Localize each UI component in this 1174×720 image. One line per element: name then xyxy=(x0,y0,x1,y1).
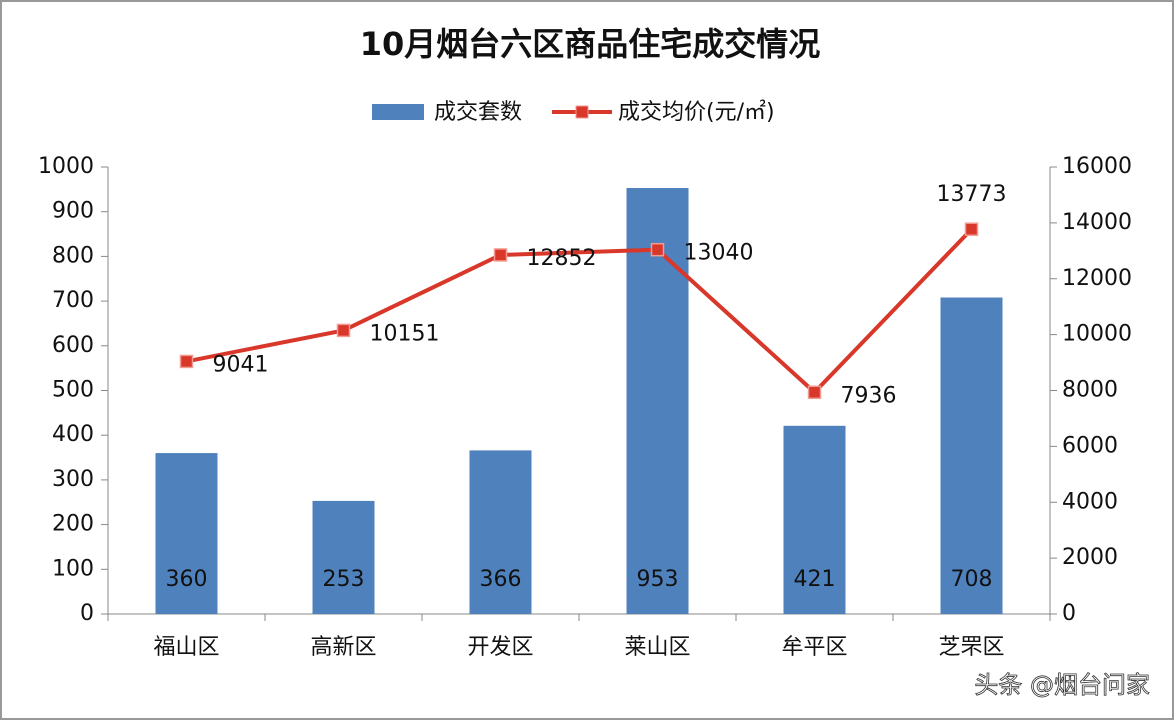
legend-swatch xyxy=(575,105,589,119)
y-tick-label: 200 xyxy=(52,512,94,537)
y-tick-label: 700 xyxy=(52,288,94,313)
y2-tick-label: 6000 xyxy=(1062,433,1118,458)
y2-tick-label: 10000 xyxy=(1062,322,1132,347)
y-tick-label: 400 xyxy=(52,422,94,447)
marker xyxy=(179,354,194,369)
bar xyxy=(469,450,532,614)
y-tick-label: 900 xyxy=(52,199,94,224)
x-tick-label: 高新区 xyxy=(310,635,376,660)
bar-value-label: 253 xyxy=(323,567,365,592)
legend-swatch xyxy=(372,104,424,120)
bar xyxy=(312,500,375,614)
marker xyxy=(493,248,508,262)
line xyxy=(186,227,973,396)
point-value-label: 13773 xyxy=(937,182,1007,207)
marker xyxy=(336,323,351,338)
x-tick-label: 芝罘区 xyxy=(938,635,1004,660)
y2-tick-label: 14000 xyxy=(1062,210,1132,235)
y2-tick-label: 2000 xyxy=(1062,545,1118,570)
y2-tick-label: 0 xyxy=(1062,601,1076,626)
y-tick-label: 500 xyxy=(52,378,94,403)
x-tick-label: 福山区 xyxy=(153,635,219,660)
bar xyxy=(155,453,218,614)
x-tick-label: 开发区 xyxy=(467,635,533,660)
point-value-label: 9041 xyxy=(213,352,269,377)
bar xyxy=(626,188,689,614)
watermark: 头条 @烟台问家 xyxy=(974,671,1150,699)
bar-value-label: 366 xyxy=(480,567,522,592)
legend-label: 成交均价(元/㎡) xyxy=(618,99,775,125)
marker xyxy=(807,385,822,400)
bar xyxy=(783,425,846,614)
y-tick-label: 100 xyxy=(52,556,94,581)
bar-value-label: 708 xyxy=(951,567,993,592)
bar xyxy=(940,297,1003,614)
point-value-label: 10151 xyxy=(370,321,440,346)
bar-value-label: 421 xyxy=(794,567,836,592)
y2-tick-label: 12000 xyxy=(1062,266,1132,291)
chart-title: 10月烟台六区商品住宅成交情况 xyxy=(360,25,821,63)
y-tick-label: 600 xyxy=(52,333,94,358)
bar-value-label: 953 xyxy=(637,567,679,592)
x-tick-label: 牟平区 xyxy=(781,635,847,660)
legend-label: 成交套数 xyxy=(434,100,522,125)
y-tick-label: 1000 xyxy=(38,154,94,179)
y2-tick-label: 8000 xyxy=(1062,378,1118,403)
y2-tick-label: 16000 xyxy=(1062,154,1132,179)
x-tick-label: 莱山区 xyxy=(624,635,690,660)
y-tick-label: 800 xyxy=(52,243,94,268)
bar-value-label: 360 xyxy=(166,567,208,592)
y-tick-label: 300 xyxy=(52,467,94,492)
point-value-label: 12852 xyxy=(527,246,597,271)
y2-tick-label: 4000 xyxy=(1062,489,1118,514)
point-value-label: 13040 xyxy=(684,241,754,266)
marker xyxy=(650,242,665,257)
marker xyxy=(964,222,979,236)
point-value-label: 7936 xyxy=(841,383,897,408)
y-tick-label: 0 xyxy=(80,601,94,626)
